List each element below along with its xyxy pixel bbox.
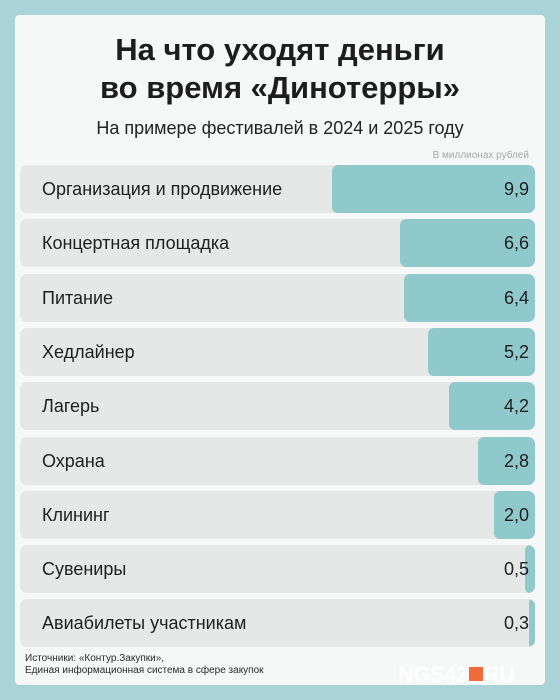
data-label: 2,8 <box>503 450 529 471</box>
category-label: Охрана <box>42 450 105 471</box>
bar-row: Хедлайнер 5,2 <box>20 327 535 376</box>
bar-row: Сувениры 0,5 <box>20 545 535 594</box>
category-label: Концертная площадка <box>42 233 230 254</box>
category-label: Сувениры <box>42 559 127 580</box>
source-note: Источники: «Контур.Закупки», Единая инфо… <box>25 653 264 677</box>
bar-chart: Организация и продвижение 9,9 Концертная п… <box>15 15 545 685</box>
bar-row: Организация и продвижение 9,9 <box>20 165 535 213</box>
bar <box>494 490 535 539</box>
data-label: 9,9 <box>503 179 529 199</box>
logo-dot-icon <box>468 667 483 682</box>
bar <box>528 599 535 648</box>
bar-row: Питание 6,4 <box>20 273 535 322</box>
data-label: 0,3 <box>503 613 529 634</box>
data-label: 6,6 <box>503 233 529 254</box>
category-label: Организация и продвижение <box>42 179 283 199</box>
bar <box>403 273 535 322</box>
bar <box>428 327 535 376</box>
source-line-2: Единая информационная система в сфере за… <box>25 665 264 676</box>
unit-note: В миллионах рублей <box>432 150 529 161</box>
chart-title-line-2: во время «Динотерры» <box>100 70 460 105</box>
data-label: 4,2 <box>503 396 529 417</box>
category-label: Хедлайнер <box>42 341 135 362</box>
category-label: Питание <box>42 287 114 308</box>
chart-title: На что уходят деньги во время «Динотерры… <box>15 31 545 107</box>
bar-row: Охрана 2,8 <box>20 436 535 485</box>
category-label: Клининг <box>42 504 110 525</box>
bar <box>448 382 535 431</box>
logo-text-right: RU <box>483 662 515 685</box>
category-label: Авиабилеты участникам <box>42 613 247 634</box>
bar <box>332 165 535 213</box>
bar <box>477 436 535 485</box>
bar <box>524 545 535 594</box>
data-label: 2,0 <box>503 504 529 525</box>
chart-subtitle: На примере фестивалей в 2024 и 2025 году <box>96 118 464 138</box>
bar-row: Концертная площадка 6,6 <box>20 219 535 268</box>
source-line-1: Источники: «Контур.Закупки», <box>25 653 165 664</box>
bar-row: Клининг 2,0 <box>20 490 535 539</box>
bar-row: Лагерь 4,2 <box>20 382 535 431</box>
data-label: 6,4 <box>503 287 529 308</box>
data-label: 0,5 <box>503 559 529 580</box>
chart-title-line-1: На что уходят деньги <box>115 32 445 67</box>
bar-row: Авиабилеты участникам 0,3 <box>20 599 535 648</box>
category-label: Лагерь <box>42 396 100 417</box>
bar <box>399 219 535 268</box>
infographic-card: На что уходят деньги во время «Динотерры… <box>15 15 545 685</box>
logo-text-left: NGS42 <box>398 662 468 685</box>
ngs42-logo: NGS42 RU <box>398 661 515 685</box>
data-label: 5,2 <box>503 341 529 362</box>
